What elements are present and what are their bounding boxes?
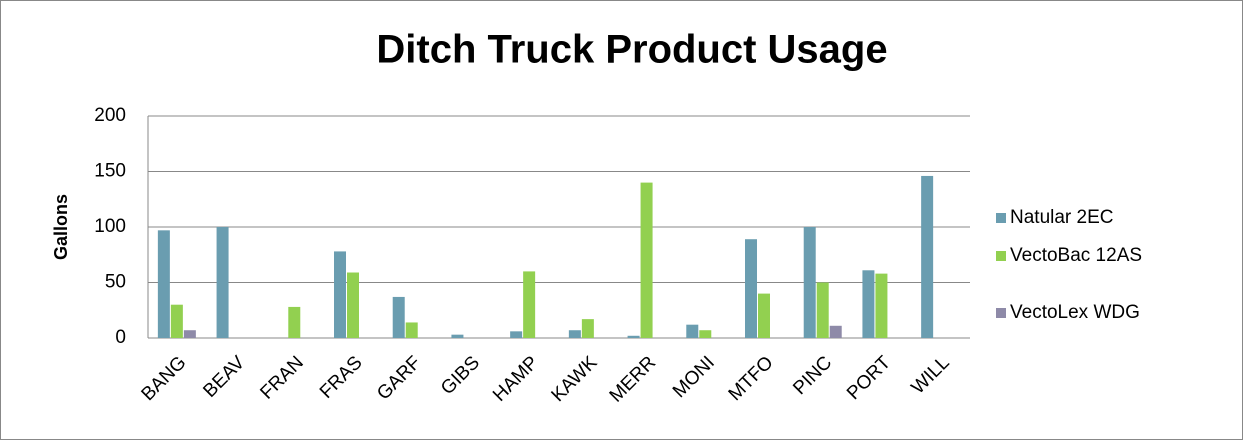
bar xyxy=(405,322,418,338)
bar xyxy=(523,271,536,338)
y-axis-label: Gallons xyxy=(51,194,71,260)
legend-swatch xyxy=(996,251,1006,261)
bar xyxy=(640,182,653,338)
bar xyxy=(686,324,699,338)
legend-swatch xyxy=(996,308,1006,318)
legend-label: Natular 2EC xyxy=(1010,207,1114,228)
y-tick-label: 150 xyxy=(94,161,126,182)
y-tick-label: 100 xyxy=(94,216,126,237)
y-tick-label: 50 xyxy=(105,272,126,293)
bar xyxy=(862,270,875,338)
legend-label: VectoBac 12AS xyxy=(1010,245,1142,266)
bar xyxy=(451,334,464,338)
bar xyxy=(758,293,770,338)
bar xyxy=(334,251,346,338)
legend-label: VectoLex WDG xyxy=(1010,302,1140,323)
bar xyxy=(347,272,359,338)
bar xyxy=(816,282,829,338)
y-tick-label: 0 xyxy=(115,327,126,348)
bar xyxy=(568,330,581,338)
chart-title: Ditch Truck Product Usage xyxy=(376,28,887,72)
bar xyxy=(699,330,712,338)
bar xyxy=(510,331,523,338)
bar xyxy=(288,306,301,338)
bar xyxy=(803,227,816,338)
bar xyxy=(216,227,229,338)
bar xyxy=(745,239,757,338)
bar xyxy=(157,230,170,338)
bar xyxy=(183,330,196,338)
bar xyxy=(921,175,934,338)
bar xyxy=(392,296,405,338)
bar xyxy=(627,335,640,338)
y-tick-label: 200 xyxy=(94,105,126,126)
legend-swatch xyxy=(996,213,1006,223)
bar xyxy=(829,325,842,338)
bar xyxy=(875,273,888,338)
bar xyxy=(170,304,183,338)
bar xyxy=(581,319,594,338)
